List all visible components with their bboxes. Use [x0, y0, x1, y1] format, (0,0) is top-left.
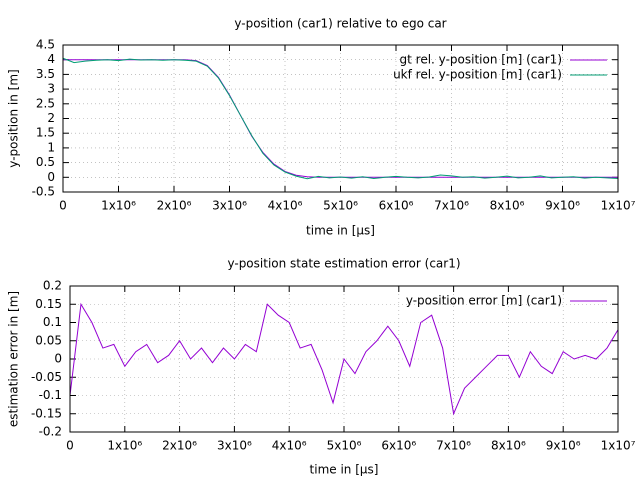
y-tick-label: 0 [47, 170, 55, 184]
plot-border [62, 44, 619, 193]
x-tick-label: 1x10⁶ [107, 439, 142, 453]
y-tick-label: 4 [47, 52, 55, 66]
y-tick-label: 3.5 [36, 67, 55, 81]
y-tick-label: 4.5 [36, 38, 55, 52]
y-tick-label: 1 [47, 140, 55, 154]
x-tick-label: 7x10⁶ [434, 199, 469, 213]
y-tick-label: -0.2 [39, 425, 62, 439]
y-tick-label: 2.5 [36, 96, 55, 110]
x-tick-label: 6x10⁶ [379, 199, 414, 213]
x-tick-label: 5x10⁶ [323, 199, 358, 213]
y-tick-label: 0.1 [43, 315, 62, 329]
x-tick-label: 0 [66, 439, 74, 453]
data-line [69, 302, 619, 416]
x-tick-label: 9x10⁶ [546, 439, 581, 453]
x-tick-label: 4x10⁶ [268, 199, 303, 213]
x-tick-label: 9x10⁶ [545, 199, 580, 213]
x-tick-label: 3x10⁶ [217, 439, 252, 453]
y-tick-label: 0 [54, 352, 62, 366]
legend-label: ukf rel. y-position [m] (car1) [393, 68, 562, 82]
y-tick-label: 2 [47, 111, 55, 125]
x-tick-label: 6x10⁶ [381, 439, 416, 453]
x-axis-label: time in [μs] [310, 463, 379, 477]
chart-title: y-position state estimation error (car1) [227, 257, 460, 271]
x-tick-label: 1x10⁷ [601, 199, 636, 213]
legend-label: y-position error [m] (car1) [406, 294, 562, 308]
x-tick-label: 1x10⁷ [601, 439, 636, 453]
x-tick-label: 4x10⁶ [272, 439, 307, 453]
x-tick-label: 2x10⁶ [162, 439, 197, 453]
x-axis-label: time in [μs] [306, 224, 375, 238]
x-tick-label: 8x10⁶ [491, 439, 526, 453]
x-tick-label: 2x10⁶ [157, 199, 192, 213]
plot-border [69, 285, 619, 433]
y-tick-label: -0.05 [31, 370, 62, 384]
x-tick-label: 8x10⁶ [490, 199, 525, 213]
y-tick-label: 1.5 [36, 126, 55, 140]
y-axis-label: estimation error in [m] [7, 291, 21, 427]
y-tick-label: 0.5 [36, 155, 55, 169]
x-tick-label: 1x10⁶ [101, 199, 136, 213]
x-tick-label: 0 [59, 199, 67, 213]
y-tick-label: 0.15 [35, 297, 62, 311]
x-tick-label: 3x10⁶ [212, 199, 247, 213]
y-tick-label: 0.2 [43, 279, 62, 293]
y-tick-label: -0.1 [39, 388, 62, 402]
legend-label: gt rel. y-position [m] (car1) [400, 53, 562, 67]
x-tick-label: 5x10⁶ [327, 439, 362, 453]
y-tick-label: -0.15 [31, 406, 62, 420]
y-tick-label: 3 [47, 82, 55, 96]
y-tick-label: 0.05 [35, 333, 62, 347]
y-tick-label: -0.5 [32, 185, 55, 199]
y-axis-label: y-position in [m] [7, 69, 21, 167]
data-line [62, 57, 619, 180]
x-tick-label: 7x10⁶ [436, 439, 471, 453]
chart-title: y-position (car1) relative to ego car [234, 17, 446, 31]
